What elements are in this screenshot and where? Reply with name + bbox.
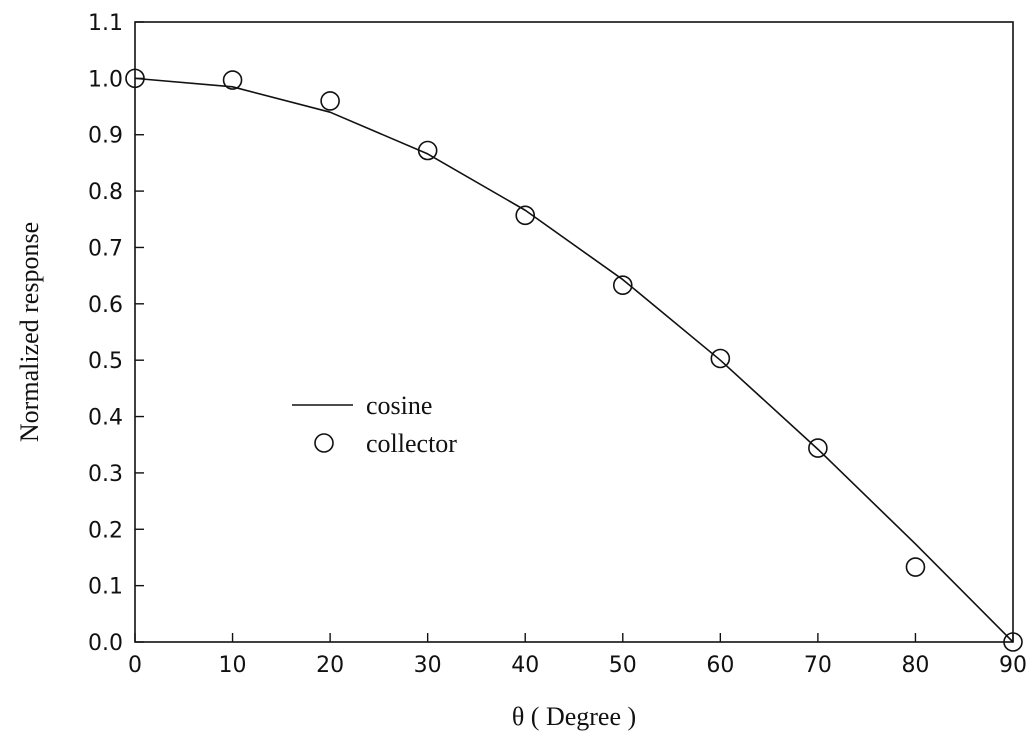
series-cosine (134, 77, 1014, 643)
y-tick-label: 0.9 (88, 124, 123, 149)
collector-point (125, 68, 145, 89)
y-tick-label: 0.1 (88, 575, 123, 600)
legend-label-collector: collector (366, 429, 457, 458)
y-tick-label: 0.5 (88, 349, 123, 374)
plot-frame (134, 21, 1014, 643)
x-axis-title: θ ( Degree ) (512, 702, 636, 731)
x-tick-label: 10 (219, 653, 247, 678)
collector-point (515, 205, 536, 226)
y-axis-title: Normalized response (15, 222, 44, 442)
collector-point (808, 438, 828, 458)
collector-point (905, 557, 926, 577)
y-tick-label: 0.7 (88, 236, 123, 261)
x-tick-label: 40 (511, 653, 539, 678)
x-tick-label: 50 (609, 653, 637, 678)
collector-point (612, 275, 633, 296)
collector-point (417, 140, 438, 161)
legend-circle-swatch (314, 433, 334, 453)
x-tick-label: 0 (128, 653, 142, 678)
x-tick-label: 60 (706, 653, 734, 678)
x-tick-label: 30 (414, 653, 442, 678)
collector-point (710, 348, 731, 369)
y-tick-label: 1.0 (88, 67, 123, 92)
collector-point (320, 91, 340, 111)
x-tick-label: 90 (999, 653, 1027, 678)
series-collector (125, 68, 1023, 652)
legend-label-cosine: cosine (366, 391, 432, 420)
y-tick-label: 0.2 (88, 518, 123, 543)
collector-point (1003, 632, 1023, 652)
x-tick-label: 80 (901, 653, 929, 678)
cosine-line (134, 77, 1014, 643)
legend: cosine collector (292, 391, 457, 458)
y-tick-label: 0.3 (88, 462, 123, 487)
x-axis-ticks: 0 10 20 30 40 50 60 70 80 90 (128, 633, 1027, 678)
y-tick-label: 0.6 (88, 293, 123, 318)
x-tick-label: 20 (316, 653, 344, 678)
y-tick-label: 1.1 (88, 11, 123, 36)
y-tick-label: 0.8 (88, 180, 123, 205)
y-tick-label: 0.0 (88, 631, 123, 656)
collector-point (222, 70, 243, 90)
y-axis-ticks: 0.0 0.1 0.2 0.3 0.4 0.5 0.6 0.7 0.8 0.9 1.0 1.1 (88, 11, 144, 656)
y-tick-label: 0.4 (88, 406, 123, 431)
x-tick-label: 70 (804, 653, 832, 678)
